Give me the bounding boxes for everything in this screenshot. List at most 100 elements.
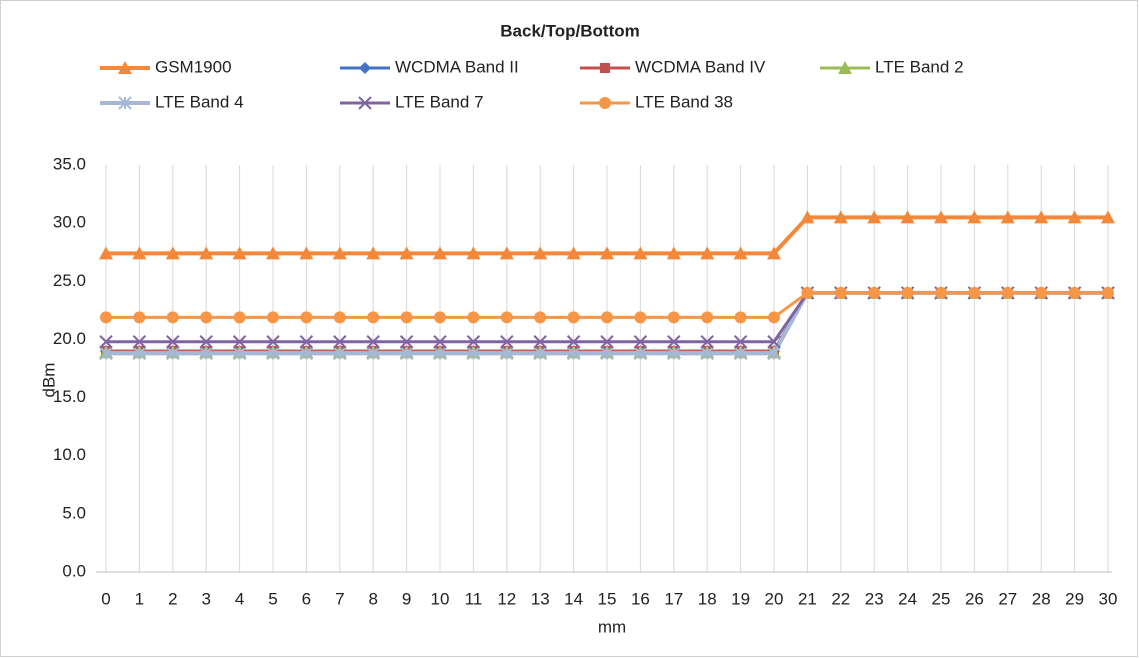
- data-point: [132, 335, 147, 349]
- data-point: [232, 346, 247, 361]
- data-point: [600, 335, 614, 349]
- data-point: [967, 210, 982, 224]
- legend-label: LTE Band 7: [395, 92, 484, 111]
- data-point: [633, 246, 648, 260]
- data-point: [299, 246, 314, 260]
- data-point: [500, 311, 513, 324]
- x-tick-label: 15: [598, 589, 617, 608]
- x-tick-label: 24: [898, 589, 917, 608]
- data-point: [199, 246, 214, 260]
- legend-marker: [838, 61, 852, 74]
- y-tick-label: 20.0: [53, 329, 86, 348]
- data-point: [867, 210, 882, 224]
- data-point: [165, 246, 180, 260]
- data-point: [1102, 286, 1114, 299]
- data-point: [166, 311, 179, 324]
- x-tick-label: 22: [831, 589, 850, 608]
- legend-label: LTE Band 2: [875, 57, 964, 76]
- data-point: [734, 311, 747, 324]
- x-tick-label: 29: [1065, 589, 1084, 608]
- data-point: [132, 246, 147, 260]
- x-tick-label: 17: [664, 589, 683, 608]
- data-point: [400, 311, 413, 324]
- data-point: [1001, 286, 1014, 299]
- x-tick-label: 20: [765, 589, 784, 608]
- data-point: [99, 335, 113, 349]
- data-point: [266, 346, 280, 361]
- x-tick-label: 21: [798, 589, 817, 608]
- x-tick-label: 11: [465, 589, 483, 608]
- data-point: [733, 335, 748, 349]
- x-tick-label: 9: [402, 589, 411, 608]
- data-point: [466, 346, 481, 361]
- data-point: [434, 311, 446, 324]
- data-point: [1101, 210, 1115, 224]
- y-tick-label: 5.0: [62, 503, 86, 522]
- data-point: [433, 246, 447, 260]
- data-point: [634, 311, 647, 324]
- data-point: [499, 246, 514, 260]
- data-point: [1000, 210, 1015, 224]
- data-point: [566, 346, 581, 361]
- x-tick-label: 18: [698, 589, 717, 608]
- data-point: [166, 346, 180, 361]
- data-point: [667, 311, 680, 324]
- data-point: [767, 335, 781, 349]
- data-point: [233, 311, 246, 324]
- data-point: [99, 346, 113, 361]
- data-point: [900, 210, 915, 224]
- legend-marker: [600, 63, 610, 73]
- x-tick-label: 2: [168, 589, 177, 608]
- legend-label: GSM1900: [155, 57, 232, 76]
- data-point: [333, 311, 346, 324]
- data-point: [299, 346, 314, 361]
- data-point: [767, 346, 781, 361]
- data-point: [467, 311, 480, 324]
- x-tick-label: 30: [1099, 589, 1118, 608]
- x-tick-label: 8: [368, 589, 377, 608]
- data-point: [399, 346, 414, 361]
- data-point: [199, 346, 213, 361]
- data-point: [300, 311, 313, 324]
- x-tick-label: 10: [431, 589, 450, 608]
- legend-marker: [599, 97, 611, 109]
- data-point: [1067, 210, 1082, 224]
- x-tick-label: 3: [201, 589, 210, 608]
- data-point: [700, 246, 715, 260]
- data-point: [1068, 286, 1081, 299]
- data-point: [567, 311, 580, 324]
- y-tick-label: 25.0: [53, 271, 86, 290]
- y-tick-label: 15.0: [53, 387, 86, 406]
- legend-label: WCDMA Band IV: [635, 57, 766, 76]
- data-point: [366, 335, 380, 349]
- legend-marker: [359, 62, 371, 74]
- y-tick-label: 10.0: [53, 445, 86, 464]
- x-tick-label: 19: [731, 589, 750, 608]
- data-point: [266, 335, 280, 349]
- data-point: [667, 346, 681, 361]
- x-tick-label: 26: [965, 589, 984, 608]
- x-tick-label: 16: [631, 589, 650, 608]
- chart-title: Back/Top/Bottom: [500, 21, 639, 40]
- x-tick-label: 23: [865, 589, 884, 608]
- data-point: [533, 335, 547, 349]
- x-tick-label: 25: [932, 589, 951, 608]
- data-point: [133, 311, 146, 324]
- data-point: [333, 346, 347, 361]
- x-tick-label: 27: [998, 589, 1017, 608]
- legend-label: LTE Band 4: [155, 92, 244, 111]
- data-point: [367, 311, 380, 324]
- data-point: [700, 346, 714, 361]
- data-point: [901, 286, 914, 299]
- legend-label: WCDMA Band II: [395, 57, 519, 76]
- data-point: [332, 246, 347, 260]
- legend-label: LTE Band 38: [635, 92, 733, 111]
- data-point: [533, 246, 548, 260]
- data-point: [801, 286, 814, 299]
- legend-marker: [118, 96, 132, 110]
- data-point: [132, 346, 147, 361]
- data-point: [700, 335, 714, 349]
- data-point: [199, 335, 213, 349]
